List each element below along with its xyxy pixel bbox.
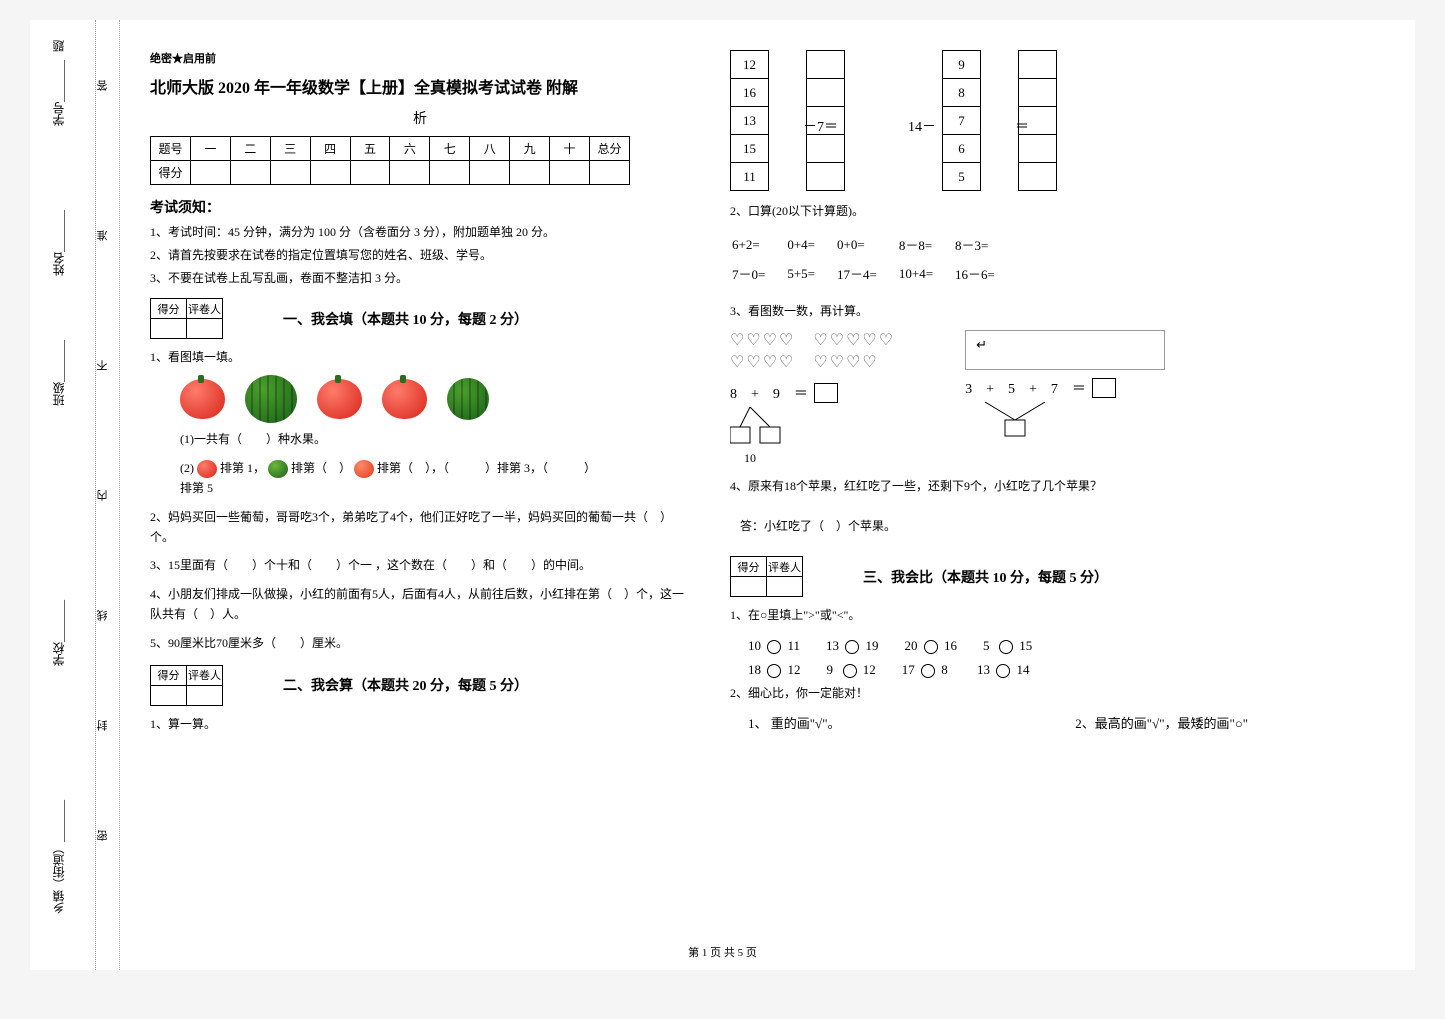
q2-3: 3、看图数一数，再计算。 [730, 301, 1270, 321]
margin-label-class: 班级_______ [50, 340, 67, 406]
tomato-small-icon [354, 460, 374, 478]
margin-top-label: 题 [50, 40, 67, 52]
seal-text: 内 [95, 490, 111, 501]
th: 六 [390, 137, 430, 161]
q1-5: 5、90厘米比70厘米多（ ）厘米。 [150, 633, 690, 653]
table-row: 6+2= 0+4= 0+0= 8－8= 8－3= [732, 231, 1015, 258]
q1-2: 2、妈妈买回一些葡萄，哥哥吃3个，弟弟吃了4个，他们正好吃了一半，妈妈买回的葡萄… [150, 507, 690, 548]
formula-2: 3 + 5 + 7 ＝ [965, 378, 1165, 398]
q2-4: 4、原来有18个苹果，红红吃了一些，还剩下9个，小红吃了几个苹果？ [730, 476, 1270, 496]
apple-icon [447, 378, 489, 420]
th: 九 [510, 137, 550, 161]
strawberry-small-icon [197, 460, 217, 478]
rule-item: 2、请首先按要求在试卷的指定位置填写您的姓名、班级、学号。 [150, 246, 690, 263]
margin-label-student-id: 学号_______ [50, 60, 67, 126]
calc-tables-row: 12 16 13 15 11 －7＝ 14－ 9 8 7 6 5 ＝ [730, 50, 1270, 201]
calc-table-right: 9 8 7 6 5 [942, 50, 1057, 191]
content-area: 绝密★启用前 北师大版 2020 年一年级数学【上册】全真模拟考试试卷 附解 析… [120, 20, 1415, 970]
th: 三 [270, 137, 310, 161]
section-1-header: 得分评卷人 一、我会填（本题共 10 分，每题 2 分） [150, 298, 690, 339]
fruit-row [180, 375, 690, 423]
section-3-title: 三、我会比（本题共 10 分，每题 5 分） [863, 567, 1108, 587]
section-score-box: 得分评卷人 [150, 665, 223, 706]
q1-4: 4、小朋友们排成一队做操，小红的前面有5人，后面有4人，从前往后数，小红排在第（… [150, 584, 690, 625]
table-row: 得分 [151, 161, 630, 185]
seal-text: 答 [95, 80, 111, 91]
th: 一 [190, 137, 230, 161]
diagram-1: ♡♡♡♡ ♡♡♡♡♡♡♡♡♡ ♡♡♡♡ 8 + 9 ＝ 10 [730, 330, 895, 466]
th: 十 [550, 137, 590, 161]
branch-diagram-icon [965, 402, 1105, 438]
rules-list: 1、考试时间：45 分钟，满分为 100 分（含卷面分 3 分），附加题单独 2… [150, 223, 690, 286]
left-column: 绝密★启用前 北师大版 2020 年一年级数学【上册】全真模拟考试试卷 附解 析… [150, 50, 710, 960]
td: 得分 [151, 161, 191, 185]
compare-row-1: 10 11 13 19 20 16 5 15 [748, 634, 1270, 659]
q1-1-sub1: (1)一共有（ ）种水果。 [180, 429, 690, 449]
seal-text: 不 [95, 360, 111, 371]
rule-item: 3、不要在试卷上乱写乱画，卷面不整洁扣 3 分。 [150, 269, 690, 286]
exam-subtitle: 析 [150, 108, 690, 128]
q1-3: 3、15里面有（ ）个十和（ ）个一 ，这个数在（ ）和（ ）的中间。 [150, 555, 690, 575]
diagram-2-frame: ↵ [965, 330, 1165, 370]
exam-page: 题 学号_______ 姓名_______ 班级_______ 学校______… [30, 20, 1415, 970]
hearts-left: ♡♡♡♡ ♡♡♡♡♡♡♡♡♡ ♡♡♡♡ [730, 330, 895, 375]
q3-2: 2、细心比，你一定能对！ [730, 683, 1270, 703]
exam-title: 北师大版 2020 年一年级数学【上册】全真模拟考试试卷 附解 [150, 74, 690, 98]
compare-row-2: 18 12 9 12 17 8 13 14 [748, 658, 1270, 683]
q1-1-sub2: (2) 排第 1， 排第（ ） 排第（ ），（ ）排第 3，（ ） 排第 5 [180, 458, 690, 499]
section-2-title: 二、我会算（本题共 20 分，每题 5 分） [283, 675, 528, 695]
section-3-header: 得分评卷人 三、我会比（本题共 10 分，每题 5 分） [730, 556, 1270, 597]
score-summary-table: 题号 一 二 三 四 五 六 七 八 九 十 总分 得分 [150, 136, 630, 185]
watermelon-icon [245, 375, 297, 423]
tomato-icon [317, 379, 362, 419]
q3-2-sub: 1、 重的画"√"。 2、最高的画"√"，最矮的画"○" [748, 712, 1248, 737]
rules-title: 考试须知： [150, 197, 690, 217]
section-2-header: 得分评卷人 二、我会算（本题共 20 分，每题 5 分） [150, 665, 690, 706]
rule-item: 1、考试时间：45 分钟，满分为 100 分（含卷面分 3 分），附加题单独 2… [150, 223, 690, 240]
th: 总分 [589, 137, 629, 161]
table-row: 题号 一 二 三 四 五 六 七 八 九 十 总分 [151, 137, 630, 161]
fourteen-minus-label: 14－ [908, 116, 936, 136]
diagram-2: ↵ 3 + 5 + 7 ＝ [965, 330, 1165, 442]
q2-1: 1、算一算。 [150, 714, 690, 734]
equals-label: ＝ [1015, 116, 1029, 136]
q2-2: 2、口算(20以下计算题)。 [730, 201, 1270, 221]
margin-label-school: 学校_______ [50, 600, 67, 666]
q3-1: 1、在○里填上">"或"<"。 [730, 605, 1270, 625]
seal-text: 封 [95, 720, 111, 731]
formula-1: 8 + 9 ＝ [730, 383, 895, 403]
page-footer: 第 1 页 共 5 页 [30, 944, 1415, 960]
th: 五 [350, 137, 390, 161]
mental-calc-table: 6+2= 0+4= 0+0= 8－8= 8－3= 7－0= 5+5= 17－4=… [730, 229, 1017, 289]
th: 四 [310, 137, 350, 161]
th: 七 [430, 137, 470, 161]
section-score-box: 得分评卷人 [730, 556, 803, 597]
q2-4-answer: 答：小红吃了（ ）个苹果。 [740, 516, 1270, 536]
section-score-box: 得分评卷人 [150, 298, 223, 339]
table-row: 7－0= 5+5= 17－4= 10+4= 16－6= [732, 260, 1015, 287]
seal-text: 准 [95, 230, 111, 241]
seal-text: 密 [95, 830, 111, 841]
diag1-under: 10 [744, 451, 895, 466]
seal-text: 线 [95, 610, 111, 621]
confidential-label: 绝密★启用前 [150, 50, 690, 66]
th: 题号 [151, 137, 191, 161]
tomato-icon [382, 379, 427, 419]
branch-diagram-icon [730, 407, 830, 447]
margin-label-town: 乡镇（街道）_______ [50, 800, 67, 914]
margin-label-name: 姓名_______ [50, 210, 67, 276]
strawberry-icon [180, 379, 225, 419]
th: 八 [470, 137, 510, 161]
section-1-title: 一、我会填（本题共 10 分，每题 2 分） [283, 309, 528, 329]
binding-margin: 题 学号_______ 姓名_______ 班级_______ 学校______… [30, 20, 120, 970]
watermelon-small-icon [268, 460, 288, 478]
th: 二 [230, 137, 270, 161]
minus-seven-label: －7＝ [803, 116, 838, 136]
count-diagram: ♡♡♡♡ ♡♡♡♡♡♡♡♡♡ ♡♡♡♡ 8 + 9 ＝ 10 ↵ [730, 330, 1270, 466]
q1-1: 1、看图填一填。 [150, 347, 690, 367]
right-column: 12 16 13 15 11 －7＝ 14－ 9 8 7 6 5 ＝ 2、口算(… [710, 50, 1270, 960]
